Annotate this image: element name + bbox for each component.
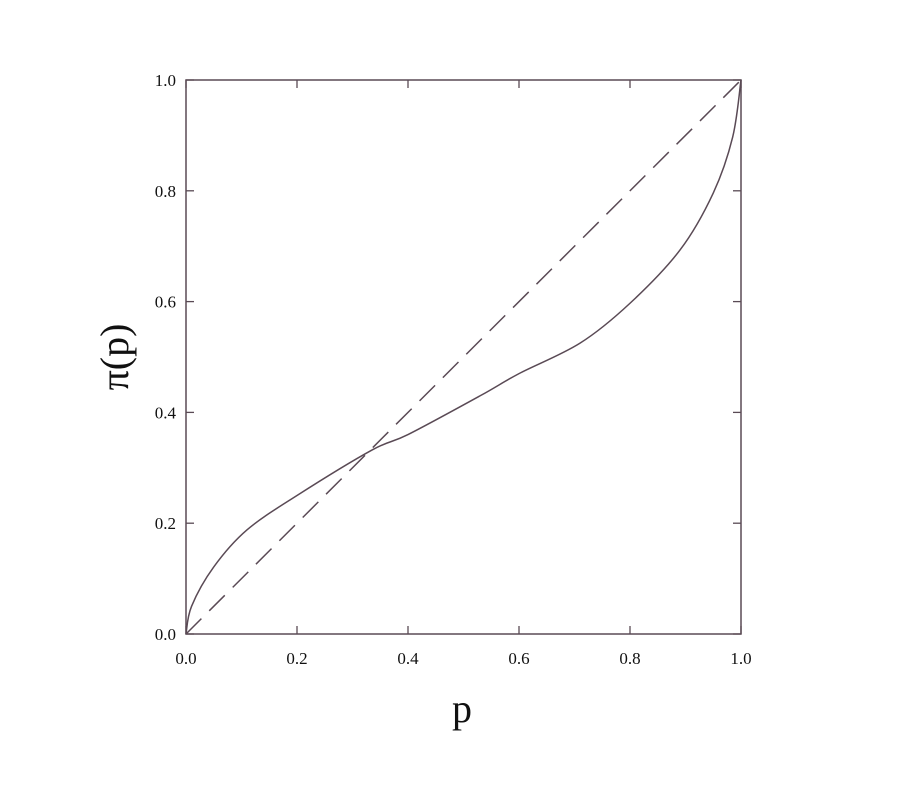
plot-frame xyxy=(185,79,742,635)
weighting-curve xyxy=(185,79,742,635)
y-tick-label: 0.8 xyxy=(155,182,176,201)
y-tick-label: 0.0 xyxy=(155,625,176,644)
x-tick-label: 0.4 xyxy=(397,649,419,668)
x-axis-label: p xyxy=(452,686,472,731)
diagonal-reference-line xyxy=(185,79,742,635)
y-tick-label: 0.6 xyxy=(155,293,176,312)
x-tick-label: 0.2 xyxy=(286,649,307,668)
y-axis-label: π(p) xyxy=(92,324,137,391)
x-tick-label: 0.8 xyxy=(619,649,640,668)
y-tick-label: 1.0 xyxy=(155,71,176,90)
y-tick-label: 0.2 xyxy=(155,514,176,533)
x-tick-label: 0.6 xyxy=(508,649,529,668)
x-tick-label: 1.0 xyxy=(730,649,751,668)
x-tick-label: 0.0 xyxy=(175,649,196,668)
y-tick-label: 0.4 xyxy=(155,403,177,422)
